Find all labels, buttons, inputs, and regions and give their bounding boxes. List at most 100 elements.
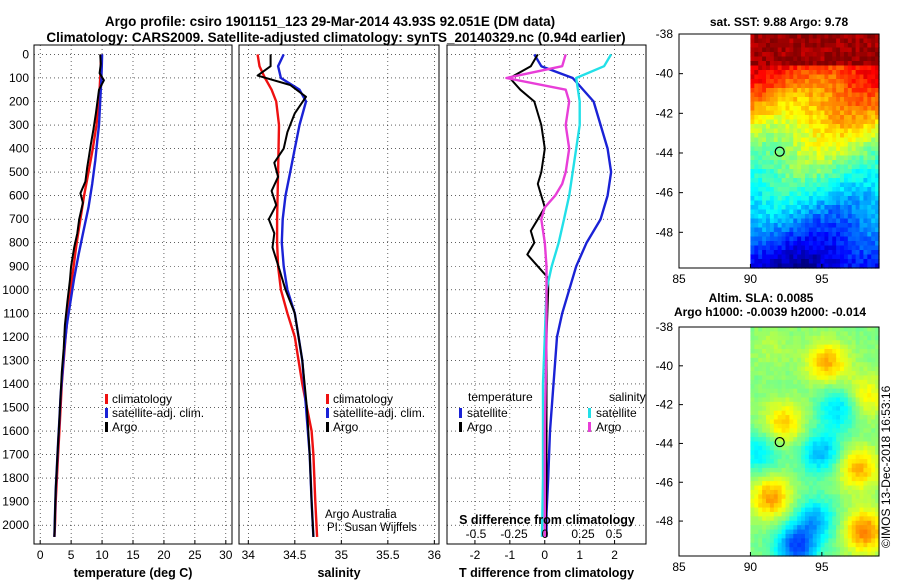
map-cell	[797, 437, 802, 443]
map-cell	[797, 106, 802, 112]
map-cell	[871, 340, 876, 346]
map-cell	[789, 227, 794, 233]
map-cell	[847, 137, 853, 143]
map-cell	[801, 459, 806, 465]
map-cell	[859, 160, 865, 166]
map-y-tick-label: -40	[656, 67, 674, 81]
map-cell	[766, 494, 771, 500]
map-cell	[804, 432, 810, 438]
map-cell	[777, 357, 783, 363]
map-cell	[840, 119, 845, 125]
map-cell	[762, 227, 767, 233]
legend-swatch-2	[326, 422, 329, 432]
map-cell	[801, 200, 806, 206]
map-cell	[793, 371, 798, 377]
map-cell	[875, 344, 880, 350]
map-cell	[875, 223, 880, 229]
map-cell	[762, 106, 767, 112]
map-cell	[773, 525, 779, 531]
map-cell	[789, 529, 794, 535]
map-cell	[875, 133, 880, 139]
map-cell	[871, 56, 876, 62]
map-cell	[773, 232, 779, 238]
map-cell	[840, 236, 845, 242]
map-cell	[754, 327, 759, 332]
map-cell	[840, 401, 845, 407]
map-cell	[797, 259, 802, 265]
map-cell	[820, 441, 826, 447]
map-cell	[750, 485, 755, 491]
map-cell	[804, 445, 810, 451]
map-cell	[785, 437, 790, 443]
map-cell	[758, 209, 763, 215]
map-cell	[754, 445, 759, 451]
map-cell	[777, 97, 783, 103]
map-cell	[781, 423, 787, 429]
map-cell	[812, 357, 818, 363]
map-cell	[847, 384, 853, 390]
map-cell	[793, 335, 798, 341]
map-cell	[785, 529, 790, 535]
map-cell	[808, 218, 814, 224]
map-cell	[750, 254, 755, 260]
map-cell	[781, 547, 787, 553]
map-cell	[808, 384, 814, 390]
map-cell	[851, 379, 857, 385]
map-cell	[773, 507, 779, 513]
map-cell	[789, 241, 794, 247]
map-cell	[812, 74, 818, 80]
x-tick-label: 1	[576, 548, 583, 562]
map-cell	[863, 196, 868, 202]
map-cell	[828, 61, 833, 67]
map-cell	[859, 551, 865, 557]
map-cell	[847, 366, 853, 372]
map-cell	[820, 74, 826, 80]
map-cell	[832, 133, 837, 139]
map-cell	[863, 454, 868, 460]
x2-tick-label: 0.25	[571, 527, 595, 541]
map-cell	[836, 375, 841, 381]
map-cell	[843, 164, 849, 170]
map-cell	[824, 353, 829, 359]
map-cell	[840, 511, 845, 517]
map-cell	[758, 223, 763, 229]
map-cell	[875, 56, 880, 62]
map-cell	[828, 169, 833, 175]
map-cell	[832, 106, 837, 112]
map-cell	[851, 529, 857, 535]
map-cell	[785, 503, 790, 509]
map-cell	[867, 83, 872, 89]
map-cell	[859, 128, 865, 134]
map-cell	[828, 196, 833, 202]
map-cell	[820, 178, 826, 184]
map-cell	[816, 454, 822, 460]
map-cell	[777, 533, 783, 539]
map-cell	[777, 250, 783, 256]
map-cell	[804, 542, 810, 548]
map-cell	[812, 164, 818, 170]
map-cell	[836, 79, 841, 85]
map-cell	[859, 525, 865, 531]
map-y-tick-label: -44	[656, 436, 674, 450]
map-cell	[875, 101, 880, 107]
map-cell	[808, 200, 814, 206]
map-cell	[781, 516, 787, 522]
map-cell	[859, 250, 865, 256]
map-cell	[840, 454, 845, 460]
map-cell	[804, 362, 810, 368]
map-cell	[750, 362, 755, 368]
map-cell	[824, 259, 829, 265]
map-cell	[867, 88, 872, 94]
map-cell	[859, 65, 865, 71]
map-cell	[851, 366, 857, 372]
map-cell	[871, 218, 876, 224]
map-cell	[820, 353, 826, 359]
map-cell	[828, 56, 833, 62]
map-cell	[773, 200, 779, 206]
map-cell	[828, 511, 833, 517]
map-cell	[773, 379, 779, 385]
map-cell	[851, 133, 857, 139]
map-cell	[812, 70, 818, 76]
map-cell	[754, 218, 759, 224]
map-cell	[832, 155, 837, 161]
